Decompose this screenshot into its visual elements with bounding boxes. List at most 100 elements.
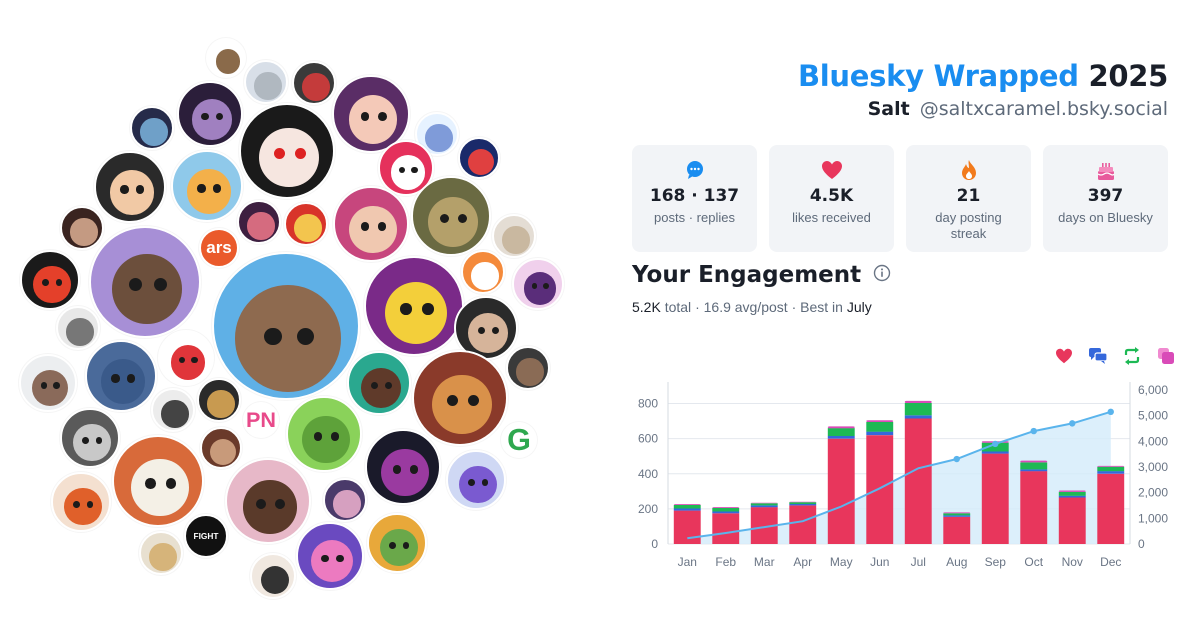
avatar[interactable] (94, 151, 166, 223)
avatar[interactable] (446, 450, 506, 510)
bar-reposts (904, 403, 932, 416)
avatar[interactable] (239, 103, 335, 199)
user-handle[interactable]: @saltxcaramel.bsky.social (919, 98, 1168, 120)
x-tick-label: Jun (870, 555, 889, 569)
avatar[interactable] (151, 388, 195, 432)
avatar[interactable] (20, 250, 80, 310)
avatar[interactable] (51, 472, 111, 532)
heart-icon (769, 159, 894, 181)
avatar-eye (55, 279, 63, 286)
avatar[interactable] (367, 513, 427, 573)
avatar-face (302, 73, 330, 101)
avatar[interactable] (130, 106, 174, 150)
avatar[interactable] (378, 140, 434, 196)
avatar[interactable] (85, 340, 157, 412)
avatar[interactable] (347, 351, 411, 415)
bar-reposts (673, 505, 701, 509)
bar-quotes (673, 504, 701, 505)
avatar-eye (296, 328, 315, 346)
avatar-face (140, 118, 168, 146)
avatar[interactable] (411, 176, 491, 256)
bar-replies (1097, 471, 1125, 474)
bar-quotes (904, 400, 932, 403)
stat-value: 21 (956, 186, 981, 206)
avatar[interactable]: PN (243, 402, 279, 438)
bar-reposts (943, 513, 971, 516)
avatar-eye (531, 283, 538, 290)
avatar[interactable] (333, 186, 409, 262)
bar-likes (1058, 497, 1086, 544)
x-tick-label: Jul (911, 555, 926, 569)
cumulative-point (992, 440, 999, 448)
avatar[interactable] (56, 306, 100, 350)
stat-card-posts: 168 · 137 posts · replies (632, 145, 757, 252)
avatar[interactable] (19, 354, 77, 412)
avatar[interactable] (197, 378, 241, 422)
avatar-face (73, 424, 111, 462)
avatar[interactable] (292, 61, 336, 105)
avatar[interactable] (458, 137, 500, 179)
avatar[interactable] (112, 435, 204, 527)
info-icon[interactable] (873, 262, 891, 288)
avatar-face (459, 466, 497, 504)
avatar[interactable] (60, 206, 104, 250)
avatar[interactable] (296, 522, 364, 590)
y-right-tick-label: 4,000 (1138, 434, 1168, 448)
avatar[interactable] (212, 252, 360, 400)
avatar[interactable] (364, 256, 464, 356)
avatar[interactable] (171, 150, 243, 222)
separator: · (791, 299, 797, 315)
bar-likes (866, 435, 894, 544)
avatar-eye (42, 279, 50, 286)
avatar[interactable] (89, 226, 201, 338)
avatar-eye (256, 498, 267, 509)
avatar[interactable] (158, 330, 214, 386)
quote-icon[interactable] (1156, 346, 1176, 366)
avatar[interactable] (206, 38, 246, 78)
reply-bubbles-icon[interactable] (1088, 346, 1108, 366)
avatar[interactable] (200, 427, 242, 469)
y-right-tick-label: 0 (1138, 537, 1145, 551)
avatar[interactable] (412, 350, 508, 446)
avatar[interactable] (244, 60, 288, 104)
avatar[interactable] (512, 258, 564, 310)
avatar[interactable] (250, 553, 296, 599)
engagement-total: 5.2K (632, 299, 661, 315)
repost-icon[interactable] (1122, 346, 1142, 366)
bar-likes (981, 453, 1009, 544)
avatar[interactable] (60, 408, 120, 468)
cumulative-point (1107, 408, 1114, 416)
avatar[interactable] (332, 75, 410, 153)
engagement-avg: 16.9 avg/post (703, 299, 788, 315)
avatar[interactable] (454, 296, 518, 360)
avatar-eye (197, 184, 206, 193)
avatar[interactable] (177, 81, 243, 147)
avatar[interactable] (365, 429, 441, 505)
heart-icon[interactable] (1054, 346, 1074, 366)
avatar-eye (336, 554, 344, 563)
avatar-face (523, 272, 557, 305)
avatar-eye (481, 479, 489, 486)
avatar[interactable]: ars (199, 228, 239, 268)
avatar[interactable] (323, 478, 367, 522)
brand-title: Bluesky Wrapped 2025 (798, 58, 1168, 94)
avatar-logo: PN (246, 407, 276, 432)
avatar[interactable] (286, 396, 362, 472)
avatar-eye (468, 479, 476, 486)
avatar[interactable] (225, 458, 311, 544)
avatar[interactable] (506, 346, 550, 390)
avatar[interactable] (139, 531, 183, 575)
display-name: Salt (867, 98, 910, 120)
stat-value: 4.5K (809, 186, 854, 206)
avatar[interactable] (461, 250, 505, 294)
avatar[interactable]: G (501, 422, 537, 458)
avatar-face (260, 565, 290, 595)
avatar[interactable]: FIGHT (184, 514, 228, 558)
avatar[interactable] (284, 202, 328, 246)
engagement-summary: 5.2K total · 16.9 avg/post · Best in Jul… (632, 298, 872, 316)
avatar-face (207, 390, 235, 418)
avatar[interactable] (237, 200, 281, 244)
avatar[interactable] (492, 214, 536, 258)
avatar-eye (294, 148, 306, 160)
bar-likes (1097, 473, 1125, 544)
